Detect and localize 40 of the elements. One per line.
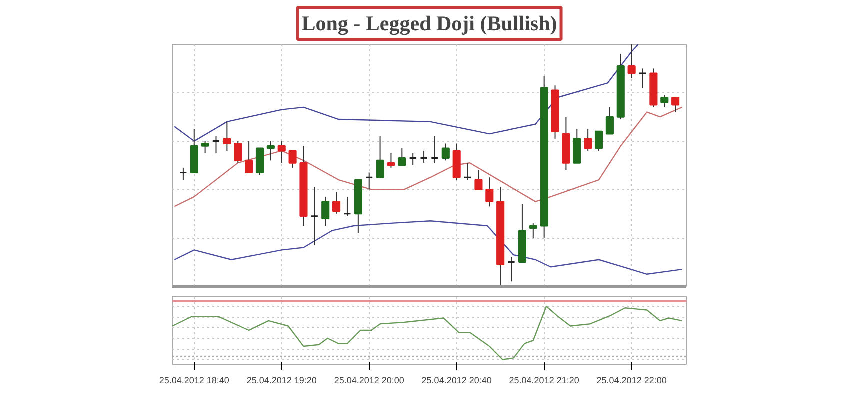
candlestick — [201, 140, 210, 154]
candlestick — [288, 150, 297, 168]
x-tick-label: 25.04.2012 22:00 — [596, 376, 667, 386]
candlestick — [332, 192, 341, 214]
chart-title: Long - Legged Doji (Bullish) — [302, 12, 558, 36]
candlestick — [234, 140, 242, 164]
x-tick-label: 25.04.2012 20:00 — [334, 376, 404, 386]
candlestick — [672, 96, 680, 113]
candlestick — [628, 44, 636, 79]
candlestick — [486, 177, 494, 208]
candlestick — [474, 170, 483, 190]
candlestick — [212, 136, 220, 154]
candlestick — [179, 167, 188, 181]
candlestick — [409, 152, 418, 166]
candlestick — [343, 196, 352, 217]
candlestick — [278, 140, 286, 164]
candlestick — [398, 148, 406, 166]
x-tick-label: 25.04.2012 21:20 — [509, 376, 580, 386]
candlestick — [660, 94, 669, 108]
x-tick-label: 25.04.2012 18:40 — [159, 376, 230, 386]
x-tick-label: 25.04.2012 19:20 — [246, 376, 317, 386]
x-tick-label: 25.04.2012 20:40 — [422, 376, 492, 386]
candlestick — [442, 143, 450, 162]
candlestick — [223, 121, 232, 152]
candlestick — [464, 162, 472, 181]
candlestick — [387, 152, 396, 168]
candlestick — [310, 186, 319, 246]
candlestick — [606, 106, 614, 135]
candlestick — [322, 196, 330, 226]
candlestick — [529, 223, 538, 239]
candlestick — [365, 172, 374, 190]
candlestick — [245, 140, 254, 174]
candlestick — [420, 150, 428, 164]
candlestick — [507, 256, 516, 282]
candlestick — [594, 130, 604, 152]
candlestick — [376, 136, 384, 178]
candlestick — [430, 136, 439, 164]
candlestick — [584, 128, 592, 152]
candlestick — [638, 68, 647, 89]
candlestick — [266, 140, 275, 162]
